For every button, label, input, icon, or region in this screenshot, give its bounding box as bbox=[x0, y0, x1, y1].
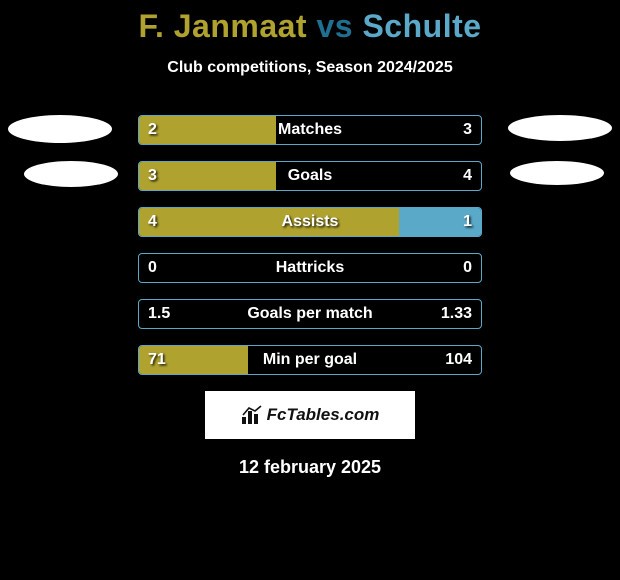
chart-rows: Matches23Goals34Assists41Hattricks00Goal… bbox=[0, 115, 620, 375]
stat-row: Min per goal71104 bbox=[0, 345, 620, 375]
stat-row: Goals34 bbox=[0, 161, 620, 191]
stat-value-left: 1.5 bbox=[148, 299, 170, 329]
stat-value-left: 4 bbox=[148, 207, 157, 237]
comparison-chart: Matches23Goals34Assists41Hattricks00Goal… bbox=[0, 115, 620, 375]
stat-row: Hattricks00 bbox=[0, 253, 620, 283]
brand-badge: FcTables.com bbox=[205, 391, 415, 439]
stat-row: Assists41 bbox=[0, 207, 620, 237]
bar-left-fill bbox=[139, 208, 399, 236]
bar-track bbox=[138, 253, 482, 283]
stat-value-left: 71 bbox=[148, 345, 166, 375]
stat-value-left: 0 bbox=[148, 253, 157, 283]
page-title: F. Janmaat vs Schulte bbox=[0, 0, 620, 45]
player1-name: F. Janmaat bbox=[138, 8, 307, 44]
bar-track bbox=[138, 161, 482, 191]
bar-left-fill bbox=[139, 116, 276, 144]
subtitle: Club competitions, Season 2024/2025 bbox=[0, 59, 620, 77]
bars-icon bbox=[241, 405, 263, 425]
bar-left-fill bbox=[139, 162, 276, 190]
stat-value-right: 1 bbox=[463, 207, 472, 237]
bar-track bbox=[138, 299, 482, 329]
stat-value-right: 4 bbox=[463, 161, 472, 191]
player2-name: Schulte bbox=[362, 8, 481, 44]
vs-text: vs bbox=[316, 8, 353, 44]
bar-track bbox=[138, 207, 482, 237]
stat-value-right: 1.33 bbox=[441, 299, 472, 329]
stat-row: Matches23 bbox=[0, 115, 620, 145]
stat-value-right: 3 bbox=[463, 115, 472, 145]
brand-text: FcTables.com bbox=[267, 405, 380, 425]
date-text: 12 february 2025 bbox=[0, 457, 620, 478]
stat-value-left: 2 bbox=[148, 115, 157, 145]
stat-value-right: 0 bbox=[463, 253, 472, 283]
bar-track bbox=[138, 345, 482, 375]
bar-track bbox=[138, 115, 482, 145]
comparison-infographic: { "title": { "player1": "F. Janmaat", "v… bbox=[0, 0, 620, 580]
stat-row: Goals per match1.51.33 bbox=[0, 299, 620, 329]
brand-logo: FcTables.com bbox=[241, 405, 380, 425]
stat-value-right: 104 bbox=[445, 345, 472, 375]
stat-value-left: 3 bbox=[148, 161, 157, 191]
